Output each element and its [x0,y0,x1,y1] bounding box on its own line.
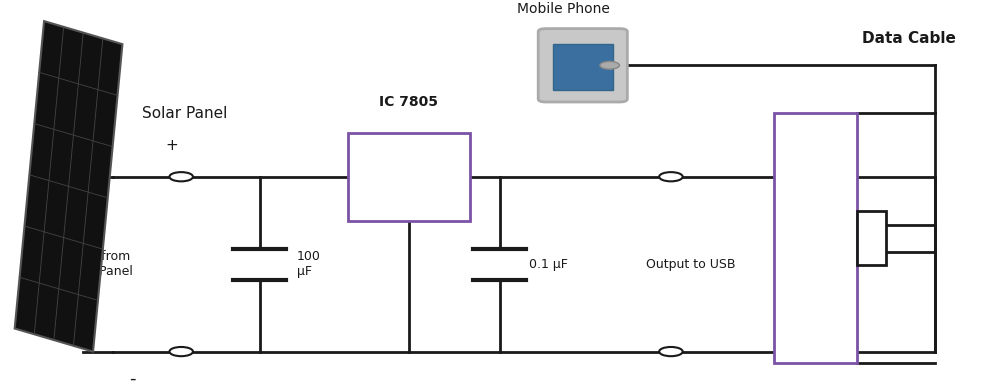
Text: 1: 1 [367,170,377,184]
Text: 2: 2 [405,170,413,184]
Text: Output to USB: Output to USB [646,258,736,271]
Circle shape [659,172,682,181]
Text: Mobile Phone: Mobile Phone [517,2,610,16]
Text: 0.1 μF: 0.1 μF [529,258,568,271]
Circle shape [600,62,620,69]
FancyBboxPatch shape [538,28,627,102]
Circle shape [170,347,192,356]
Text: Solar Panel: Solar Panel [142,106,228,121]
Text: 100
μF: 100 μF [297,250,321,278]
Bar [857,211,887,265]
Bar [774,113,857,363]
Text: Data Cable: Data Cable [862,31,955,46]
Text: USB Connector: USB Connector [809,194,822,282]
Text: -: - [129,369,136,388]
Circle shape [659,347,682,356]
Text: +: + [165,138,178,153]
Text: Input from
Solar Panel: Input from Solar Panel [63,250,133,278]
Text: IC 7805: IC 7805 [379,95,438,109]
Circle shape [170,172,192,181]
Bar [553,44,613,90]
Polygon shape [15,21,123,351]
Bar [348,133,470,221]
Text: 3: 3 [441,170,450,184]
